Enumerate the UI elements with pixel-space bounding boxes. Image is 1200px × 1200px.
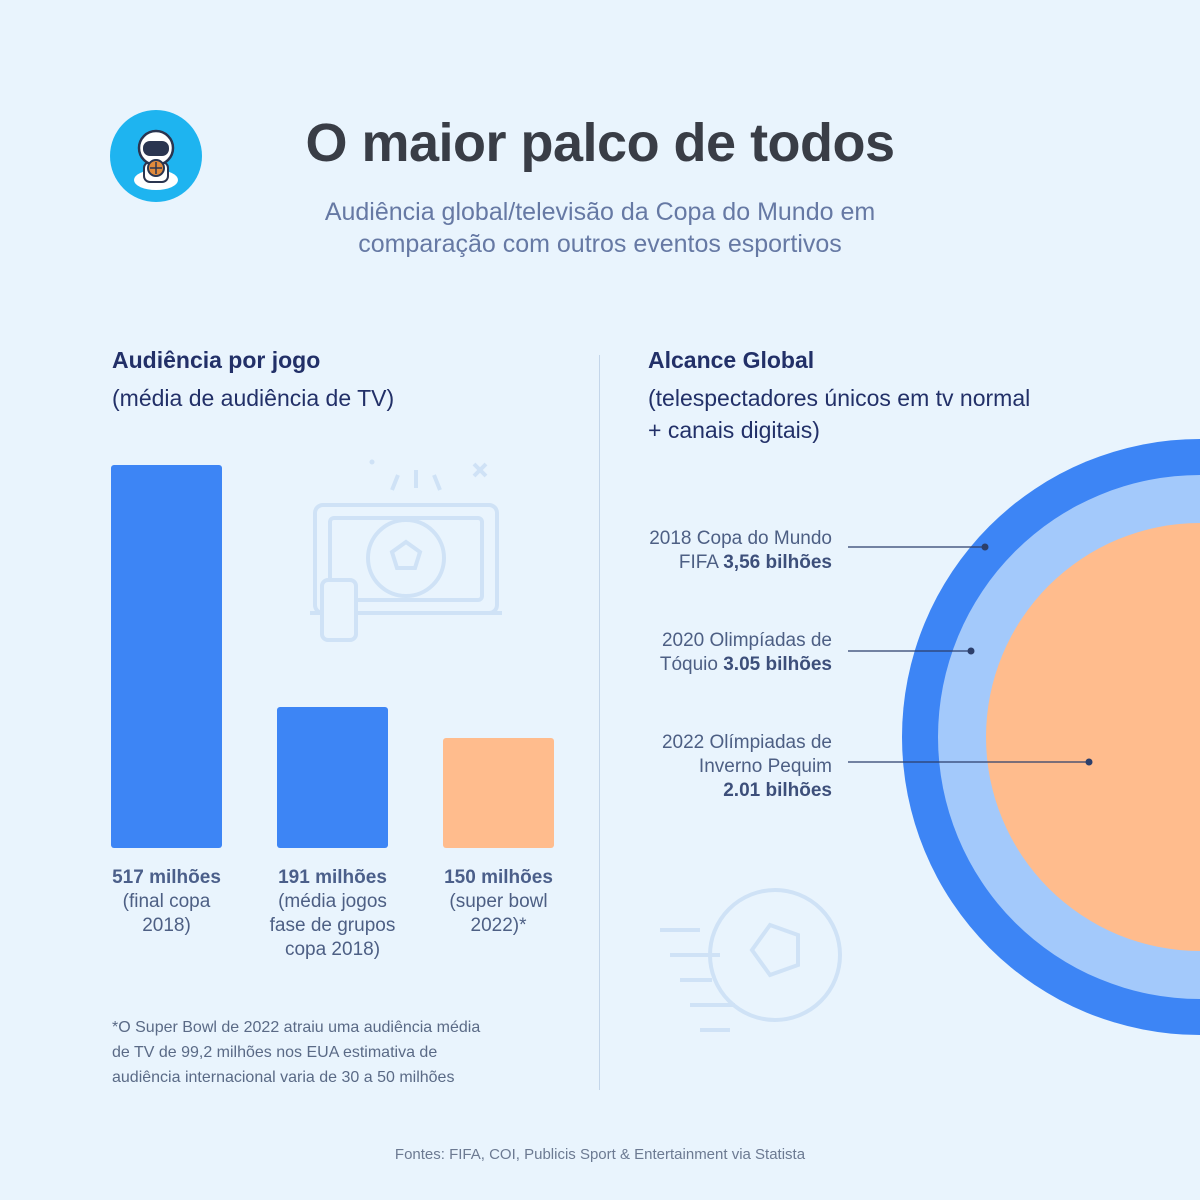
reach-label-line: 2.01 bilhões [560,779,832,803]
bar-category-label: (final copa [122,891,211,912]
section-divider [599,355,600,1090]
reach-label-line: 2022 Olímpiadas de [661,732,832,753]
reach-label-line: 2020 Olimpíadas de [661,630,832,651]
footnote-line: de TV de 99,2 milhões nos EUA estimativa… [112,1044,438,1061]
bar-value-label: 191 milhões [278,867,387,888]
reach-label-line: Tóquio 3.05 bilhões [659,654,832,675]
bar-category-label: copa 2018) [284,939,381,960]
bar-value-label: 517 milhões [112,867,221,888]
reach-label: 2018 Copa do Mundo FIFA 3,56 bilhões [560,527,832,575]
page-subtitle: Audiência global/televisão da Copa do Mu… [250,196,950,260]
reach-subtitle-line: (telespectadores únicos em tv normal [648,385,1031,411]
footnote-line: *O Super Bowl de 2022 atraiu uma audiênc… [112,1019,481,1036]
leader-dot [1085,758,1093,766]
leader-dot [981,543,989,551]
tv-illustration-icon [310,459,502,642]
bar-value-label: 150 milhões [444,867,553,888]
reach-value-label: 3,56 bilhões [723,552,832,573]
reach-circle-3 [986,523,1200,951]
leader-dot [967,647,975,655]
reach-label-line: FIFA 3,56 bilhões [678,552,832,573]
subtitle-line: Audiência global/televisão da Copa do Mu… [324,198,876,226]
bar-category-label: (média jogos [278,891,387,912]
reach-label: 2022 Olímpiadas de Inverno Pequim 2.01 bil… [560,731,832,803]
reach-value-label: 3.05 bilhões [723,654,832,675]
bar-category-label: 2022)* [470,915,527,936]
bar-category-label: fase de grupos [269,915,396,936]
astronaut-logo-icon [110,110,202,202]
reach-section-subtitle: (telespectadores únicos em tv normal + c… [648,382,1030,446]
bar-category-label: 2018) [142,915,191,936]
footnote: *O Super Bowl de 2022 atraiu uma audiênc… [112,1015,562,1090]
reach-label: 2020 Olimpíadas de Tóquio 3.05 bilhões [560,629,832,677]
subtitle-line: comparação com outros eventos esportivos [358,230,842,258]
bar-1 [111,465,222,848]
source-note: Fontes: FIFA, COI, Publicis Sport & Ente… [394,1146,806,1163]
soccer-ball-illustration-icon [660,888,842,1032]
bar-category-label: (super bowl [449,891,548,912]
bar-section-subtitle: (média de audiência de TV) [112,385,395,411]
reach-section-title: Alcance Global [648,347,815,373]
reach-label-line: Inverno Pequim [698,756,832,777]
reach-subtitle-line: + canais digitais) [648,417,820,443]
bar-3 [443,738,554,848]
bar-label: 150 milhões (super bowl 2022)* [414,866,584,938]
bar-label: 191 milhões (média jogos fase de grupos cop… [248,866,418,962]
bar-label: 517 milhões (final copa 2018) [82,866,252,938]
reach-value-label: 2.01 bilhões [723,780,832,801]
page-title: O maior palco de todos [305,113,895,173]
bar-2 [277,707,388,848]
bar-section-title: Audiência por jogo [112,347,321,373]
footnote-line: audiência internacional varia de 30 a 50… [112,1069,455,1086]
reach-label-line: 2018 Copa do Mundo [649,528,832,549]
